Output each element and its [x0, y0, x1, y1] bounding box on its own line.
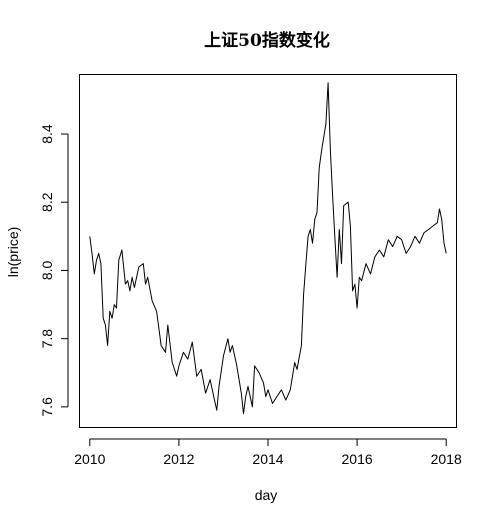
price-series-line	[89, 82, 447, 415]
x-tick-label: 2016	[342, 451, 373, 467]
x-tick-label: 2014	[252, 451, 283, 467]
series-layer	[89, 82, 447, 415]
plot-frame	[79, 74, 457, 428]
x-axis: 2010 2012 2014 2016 2018	[74, 438, 462, 467]
x-tick-label: 2010	[74, 451, 105, 467]
y-tick-label: 8.2	[39, 192, 55, 212]
x-tick-label: 2018	[431, 451, 462, 467]
y-tick-label: 7.6	[39, 397, 55, 417]
y-axis: 7.6 7.8 8.0 8.2 8.4	[39, 124, 69, 417]
y-tick-label: 7.8	[39, 329, 55, 349]
y-axis-label: ln(price)	[5, 227, 21, 278]
x-axis-label: day	[255, 487, 278, 503]
chart-title: 上证50指数变化	[204, 30, 330, 51]
x-tick-label: 2012	[163, 451, 194, 467]
y-tick-label: 8.0	[39, 261, 55, 281]
y-tick-label: 8.4	[39, 124, 55, 144]
